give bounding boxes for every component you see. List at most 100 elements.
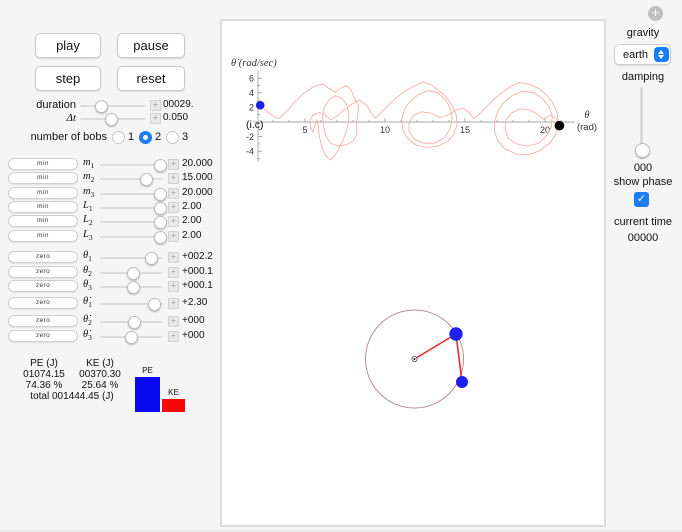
theta2-value: +000.1 [182, 266, 213, 277]
phase-plot-and-pendulum: 5 10 15 20 6 4 2 -2 -4 θ̇ (rad/sec) θ (r… [231, 58, 597, 409]
m3-label: m3 [83, 186, 95, 200]
pendulum-bob-2[interactable] [456, 376, 468, 388]
L3-value: 2.00 [182, 230, 202, 241]
thetadot1-expand-icon[interactable]: + [168, 298, 179, 309]
pendulum-bob-1[interactable] [449, 327, 463, 341]
thetadot1-label: θ̇1 [83, 296, 92, 310]
m3-value: 20.000 [182, 187, 213, 198]
L1-expand-icon[interactable]: + [168, 202, 179, 213]
phase-trajectory [259, 81, 560, 161]
theta1-value: +002.2 [182, 251, 213, 262]
L2-expand-icon[interactable]: + [168, 216, 179, 227]
m1-label: m1 [83, 157, 95, 171]
theta3-slider-thumb[interactable] [127, 281, 141, 294]
L3-slider-thumb[interactable] [153, 231, 167, 244]
m2-slider-thumb[interactable] [140, 173, 154, 186]
m2-slider[interactable] [100, 173, 163, 186]
pendulum-reach-circle [365, 309, 464, 409]
thetadot2-label: θ̇2 [83, 314, 92, 328]
m2-min-button[interactable]: min [8, 172, 78, 184]
energy-total: total 001444.45 (J) [30, 391, 114, 402]
thetadot2-slider-thumb[interactable] [127, 316, 141, 329]
L1-row: min L1 + 2.00 [8, 200, 220, 215]
m3-expand-icon[interactable]: + [168, 188, 179, 199]
L3-min-button[interactable]: min [8, 230, 78, 242]
L1-min-button[interactable]: min [8, 201, 78, 213]
L2-min-button[interactable]: min [8, 215, 78, 227]
dt-slider[interactable] [80, 113, 146, 126]
thetadot1-slider-thumb[interactable] [147, 298, 161, 311]
damping-label: damping [621, 71, 665, 83]
theta3-expand-icon[interactable]: + [168, 281, 179, 292]
dt-expand-icon[interactable]: + [150, 113, 161, 124]
L3-slider[interactable] [100, 231, 167, 244]
thetadot1-zero-button[interactable]: zero [8, 297, 78, 309]
L1-slider-thumb[interactable] [153, 202, 167, 215]
show-phase-checkbox[interactable]: ✓ [634, 192, 649, 207]
dt-row: Δt + 0.050 [0, 112, 220, 126]
damping-slider[interactable] [640, 87, 643, 159]
m3-slider-thumb[interactable] [153, 188, 167, 201]
gravity-popup[interactable]: earth [614, 44, 671, 65]
bobs-radio-3[interactable] [166, 131, 179, 144]
show-phase-label: show phase [613, 176, 673, 188]
svg-text:-2: -2 [246, 132, 254, 142]
theta2-slider-thumb[interactable] [127, 267, 141, 280]
L1-slider[interactable] [100, 202, 167, 215]
pendulum-diagram [365, 309, 468, 409]
reset-button[interactable]: reset [117, 66, 185, 91]
L3-expand-icon[interactable]: + [168, 231, 179, 242]
m1-slider-thumb[interactable] [153, 159, 167, 172]
theta3-zero-button[interactable]: zero [8, 280, 78, 292]
theta3-row: zero θ3 + +000.1 [8, 279, 220, 294]
energy-percentages: 74.36 % 25.64 % [25, 380, 119, 391]
m2-expand-icon[interactable]: + [168, 173, 179, 184]
step-button[interactable]: step [35, 66, 101, 91]
m1-min-button[interactable]: min [8, 158, 78, 170]
energy-headers: PE (J) KE (J) [30, 358, 114, 369]
energy-values: 01074.15 00370.30 [23, 369, 121, 380]
thetadot2-slider[interactable] [100, 316, 163, 329]
number-of-bobs-label: number of bobs [30, 131, 107, 143]
L2-value: 2.00 [182, 215, 202, 226]
dt-slider-thumb[interactable] [105, 113, 119, 126]
theta2-row: zero θ2 + +000.1 [8, 265, 220, 280]
m1-row: min m1 + 20.000 [8, 157, 220, 172]
m3-slider[interactable] [100, 188, 167, 201]
pause-button[interactable]: pause [117, 33, 185, 58]
theta2-expand-icon[interactable]: + [168, 267, 179, 278]
damping-value: 000 [633, 162, 653, 174]
m1-expand-icon[interactable]: + [168, 159, 179, 170]
thetadot3-expand-icon[interactable]: + [168, 331, 179, 342]
ke-bar-label: KE [168, 388, 179, 397]
m3-min-button[interactable]: min [8, 187, 78, 199]
thetadot2-zero-button[interactable]: zero [8, 315, 78, 327]
gravity-popup-value: earth [622, 48, 649, 61]
thetadot3-slider[interactable] [100, 331, 163, 344]
damping-slider-thumb[interactable] [635, 143, 650, 158]
thetadot3-zero-button[interactable]: zero [8, 330, 78, 342]
duration-row: duration + 00029. [0, 99, 220, 113]
theta3-slider[interactable] [100, 281, 163, 294]
theta1-zero-button[interactable]: zero [8, 251, 78, 263]
L3-row: min L3 + 2.00 [8, 229, 220, 244]
theta2-zero-button[interactable]: zero [8, 266, 78, 278]
thetadot2-expand-icon[interactable]: + [168, 316, 179, 327]
theta1-slider-thumb[interactable] [145, 252, 159, 265]
theta2-slider[interactable] [100, 267, 163, 280]
duration-expand-icon[interactable]: + [150, 100, 161, 111]
duration-slider-thumb[interactable] [94, 100, 108, 113]
L2-slider-thumb[interactable] [153, 216, 167, 229]
L2-slider[interactable] [100, 216, 167, 229]
theta1-expand-icon[interactable]: + [168, 252, 179, 263]
theta1-slider[interactable] [100, 252, 163, 265]
duration-slider[interactable] [80, 100, 146, 113]
thetadot1-slider[interactable] [100, 298, 163, 311]
play-button[interactable]: play [35, 33, 101, 58]
m1-slider[interactable] [100, 159, 167, 172]
L3-label: L3 [83, 229, 93, 243]
window-plus-icon[interactable]: + [648, 6, 663, 21]
bobs-radio-2[interactable] [139, 131, 152, 144]
bobs-radio-1[interactable] [112, 131, 125, 144]
thetadot3-slider-thumb[interactable] [125, 331, 139, 344]
